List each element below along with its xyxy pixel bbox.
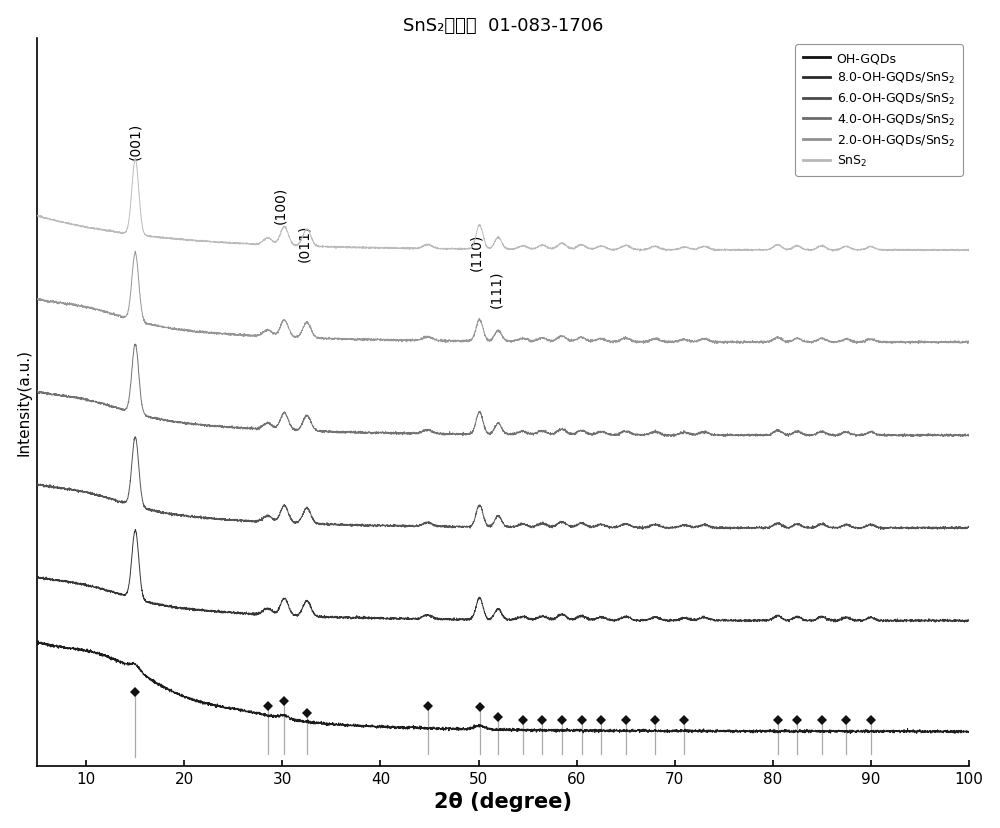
Text: (011): (011)	[297, 224, 311, 261]
Text: (001): (001)	[128, 123, 142, 159]
Title: SnS₂标准卡  01-083-1706: SnS₂标准卡 01-083-1706	[403, 17, 603, 35]
X-axis label: 2θ (degree): 2θ (degree)	[434, 792, 572, 811]
Y-axis label: Intensity(a.u.): Intensity(a.u.)	[17, 349, 32, 456]
Text: (110): (110)	[470, 233, 484, 271]
Legend: OH-GQDs, 8.0-OH-GQDs/SnS$_2$, 6.0-OH-GQDs/SnS$_2$, 4.0-OH-GQDs/SnS$_2$, 2.0-OH-G: OH-GQDs, 8.0-OH-GQDs/SnS$_2$, 6.0-OH-GQD…	[795, 46, 963, 176]
Text: (100): (100)	[273, 187, 287, 224]
Text: (111): (111)	[489, 270, 503, 307]
